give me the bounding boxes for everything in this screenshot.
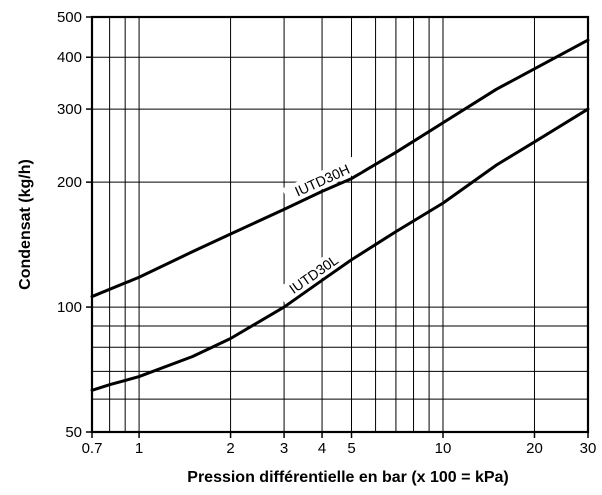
y-tick-label: 50 [65, 424, 82, 441]
series-label-background [282, 155, 362, 204]
label-layer: 0.7 1 2 3 4 5 10 20 30 50 100 200 300 400 500 [57, 9, 596, 457]
y-tick-label: 100 [57, 299, 82, 316]
series-label-background [275, 243, 351, 304]
series-line-iutd30l [90, 107, 590, 392]
y-tick-label: 300 [57, 101, 82, 118]
x-tick-label: 1 [135, 440, 143, 457]
series-label-group: IUTD30L [275, 243, 351, 304]
tick-layer [86, 16, 589, 438]
y-tick-label: 500 [57, 9, 82, 26]
x-tick-label: 20 [526, 440, 543, 457]
plot-frame [90, 15, 590, 434]
x-tick-label: 3 [280, 440, 288, 457]
x-tick-label: 4 [318, 440, 326, 457]
y-tick-label: 200 [57, 174, 82, 191]
x-axis-title: Pression différentielle en bar (x 100 = … [187, 469, 508, 486]
y-tick-label: 400 [57, 49, 82, 66]
x-tick-label: 5 [347, 440, 355, 457]
x-tick-label: 30 [580, 440, 597, 457]
x-tick-label: 0.7 [82, 440, 103, 457]
x-tick-label: 10 [435, 440, 452, 457]
x-tick-label: 2 [226, 440, 234, 457]
series-line-iutd30h [90, 38, 590, 299]
y-axis-title: Condensat (kg/h) [17, 159, 34, 290]
